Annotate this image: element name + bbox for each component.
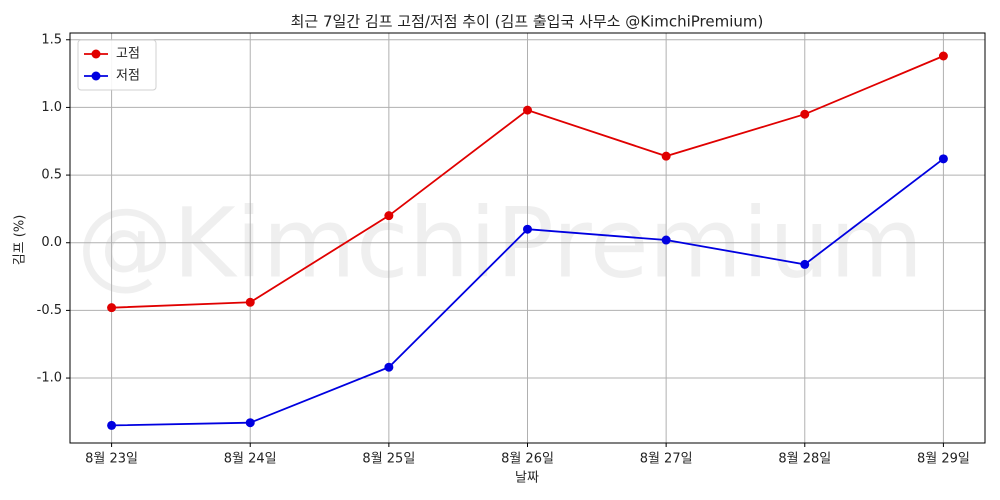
data-point <box>245 418 255 428</box>
y-tick-label: 1.0 <box>41 100 62 115</box>
chart-title: 최근 7일간 김프 고점/저점 추이 (김프 출입국 사무소 @KimchiPr… <box>291 13 764 31</box>
legend-label: 저점 <box>116 69 140 84</box>
x-tick-label: 8월 24일 <box>224 452 277 467</box>
data-point <box>107 420 117 430</box>
data-point <box>800 109 810 119</box>
y-tick-label: -1.0 <box>37 371 62 386</box>
x-tick-label: 8월 27일 <box>640 452 693 467</box>
data-point <box>661 235 671 245</box>
legend-label: 고점 <box>116 47 140 62</box>
data-point <box>384 362 394 372</box>
data-point <box>523 105 532 115</box>
watermark: @KimchiPremium <box>77 187 924 299</box>
data-point <box>384 211 394 221</box>
y-tick-label: 1.5 <box>41 32 62 47</box>
data-point <box>800 259 810 269</box>
data-point <box>938 51 948 61</box>
x-axis-label: 날짜 <box>515 471 539 486</box>
legend-marker <box>91 49 101 59</box>
x-tick-label: 8월 23일 <box>85 452 138 467</box>
x-tick-label: 8월 26일 <box>501 452 554 467</box>
plot-frame <box>69 32 986 444</box>
data-point <box>661 151 671 161</box>
data-point <box>523 224 532 234</box>
x-tick-label: 8월 25일 <box>362 452 415 467</box>
y-tick-label: 0.5 <box>41 168 62 183</box>
y-tick-label: -0.5 <box>37 303 62 318</box>
x-tick-label: 8월 29일 <box>917 452 970 467</box>
x-tick-label: 8월 28일 <box>778 452 831 467</box>
data-point <box>245 297 255 307</box>
legend-marker <box>91 71 101 81</box>
y-axis-label: 김프 (%) <box>13 215 28 266</box>
data-point <box>107 303 117 313</box>
data-point <box>938 154 948 164</box>
y-tick-label: 0.0 <box>41 235 62 250</box>
